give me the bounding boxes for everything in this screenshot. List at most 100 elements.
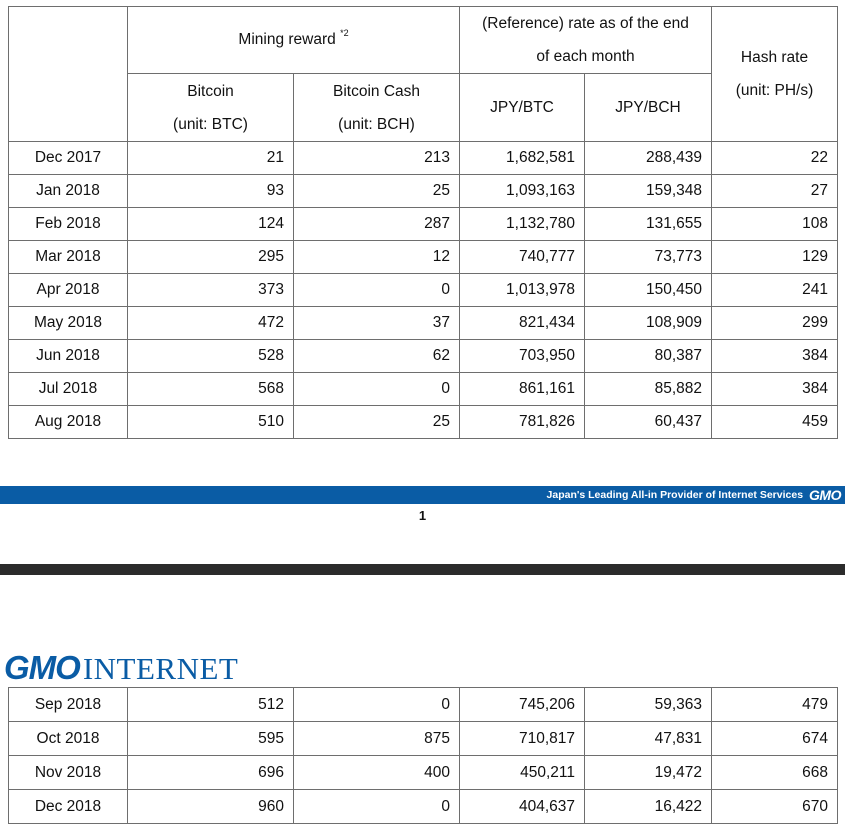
btc-reward-cell: 93 <box>127 174 294 208</box>
bch-reward-cell: 0 <box>293 687 460 722</box>
btc-reward-cell: 373 <box>127 273 294 307</box>
hash-rate-cell: 459 <box>711 405 839 439</box>
mining-reward-label: Mining reward <box>238 31 336 48</box>
bch-reward-cell: 0 <box>293 789 460 824</box>
jpy-btc-cell: 781,826 <box>459 405 585 439</box>
btc-reward-cell: 568 <box>127 372 294 406</box>
jpy-bch-cell: 80,387 <box>583 339 713 373</box>
jpy-btc-cell: 450,211 <box>459 755 585 790</box>
hash-rate-cell: 384 <box>711 339 839 373</box>
btc-reward-cell: 21 <box>127 141 294 175</box>
bitcoin-cash-unit: (unit: BCH) <box>338 115 415 133</box>
jpy-bch-cell: 19,472 <box>584 755 712 790</box>
table-row: Feb 2018 124 287 1,132,780 131,655 108 <box>8 207 839 241</box>
month-cell: Jul 2018 <box>8 372 128 406</box>
btc-reward-cell: 528 <box>127 339 294 373</box>
month-header-cell <box>8 6 128 142</box>
bch-reward-cell: 0 <box>293 372 460 406</box>
jpy-btc-cell: 740,777 <box>459 240 585 274</box>
mining-table-page2: Sep 2018 512 0 745,206 59,363 479 Oct 2018 595 8… <box>8 687 838 824</box>
mining-reward-footnote: *2 <box>340 27 349 38</box>
hash-rate-cell: 129 <box>711 240 839 274</box>
bch-reward-cell: 400 <box>293 755 460 790</box>
month-cell: Jan 2018 <box>8 174 128 208</box>
btc-reward-cell: 510 <box>127 405 294 439</box>
jpy-bch-cell: 60,437 <box>583 405 713 439</box>
month-cell: Mar 2018 <box>8 240 128 274</box>
hash-rate-cell: 299 <box>711 306 839 340</box>
jpy-bch-cell: 85,882 <box>583 372 713 406</box>
rate-header-line1: (Reference) rate as of the end <box>482 15 689 32</box>
logo-gmo: GMO <box>4 649 81 686</box>
hash-rate-cell: 670 <box>711 789 838 824</box>
month-cell: Dec 2017 <box>8 141 128 175</box>
bch-reward-cell: 62 <box>293 339 460 373</box>
jpy-bch-cell: 73,773 <box>583 240 713 274</box>
jpy-bch-cell: 16,422 <box>584 789 712 824</box>
gmo-internet-logo: GMO INTERNET <box>4 649 238 686</box>
logo-internet: INTERNET <box>82 651 239 686</box>
hash-rate-cell: 27 <box>711 174 839 208</box>
mining-reward-header: Mining reward *2 <box>127 6 460 74</box>
table-row: Dec 2017 21 213 1,682,581 288,439 22 <box>8 141 839 175</box>
hash-rate-label: Hash rate <box>740 49 809 66</box>
jpy-btc-cell: 404,637 <box>459 789 585 824</box>
jpy-bch-cell: 159,348 <box>583 174 713 208</box>
bch-reward-cell: 875 <box>293 721 460 756</box>
month-cell: Feb 2018 <box>8 207 128 241</box>
jpy-btc-cell: 710,817 <box>459 721 585 756</box>
mining-table-page1: Mining reward *2 (Reference) rate as of … <box>8 6 839 439</box>
month-cell: Sep 2018 <box>8 687 128 722</box>
jpy-bch-cell: 47,831 <box>584 721 712 756</box>
jpy-bch-cell: 288,439 <box>583 141 713 175</box>
hash-rate-cell: 479 <box>711 687 838 722</box>
table-row: Jan 2018 93 25 1,093,163 159,348 27 <box>8 174 839 208</box>
hash-rate-cell: 22 <box>711 141 839 175</box>
jpy-bch-cell: 150,450 <box>583 273 713 307</box>
hash-rate-cell: 668 <box>711 755 838 790</box>
jpy-btc-cell: 1,013,978 <box>459 273 585 307</box>
hash-rate-unit: (unit: PH/s) <box>735 82 814 99</box>
table-row: Nov 2018 696 400 450,211 19,472 668 <box>8 755 838 790</box>
hash-rate-cell: 108 <box>711 207 839 241</box>
month-cell: Dec 2018 <box>8 789 128 824</box>
footer-tagline-group: Japan's Leading All-in Provider of Inter… <box>546 486 842 504</box>
page-number: 1 <box>418 508 427 523</box>
jpy-btc-cell: 821,434 <box>459 306 585 340</box>
bitcoin-cash-header: Bitcoin Cash (unit: BCH) <box>293 73 460 142</box>
table-row: Mar 2018 295 12 740,777 73,773 129 <box>8 240 839 274</box>
month-cell: May 2018 <box>8 306 128 340</box>
jpy-bch-cell: 131,655 <box>583 207 713 241</box>
jpy-btc-cell: 861,161 <box>459 372 585 406</box>
table-body-page1: Dec 2017 21 213 1,682,581 288,439 22 Jan 2018 9… <box>8 141 839 439</box>
jpy-btc-cell: 1,132,780 <box>459 207 585 241</box>
table-body-page2: Sep 2018 512 0 745,206 59,363 479 Oct 2018 595 8… <box>8 687 838 824</box>
jpy-btc-cell: 1,682,581 <box>459 141 585 175</box>
table-row: Aug 2018 510 25 781,826 60,437 459 <box>8 405 839 439</box>
table-row: Jul 2018 568 0 861,161 85,882 384 <box>8 372 839 406</box>
hash-rate-header: Hash rate (unit: PH/s) <box>711 6 839 142</box>
jpy-bch-header: JPY/BCH <box>583 73 713 142</box>
bitcoin-label: Bitcoin <box>187 82 234 100</box>
btc-reward-cell: 472 <box>127 306 294 340</box>
table-row: Sep 2018 512 0 745,206 59,363 479 <box>8 687 838 722</box>
bch-reward-cell: 25 <box>293 174 460 208</box>
bch-reward-cell: 25 <box>293 405 460 439</box>
rate-header: (Reference) rate as of the end of each m… <box>458 6 713 74</box>
footer-tagline: Japan's Leading All-in Provider of Inter… <box>546 489 804 501</box>
bch-reward-cell: 287 <box>293 207 460 241</box>
jpy-btc-header: JPY/BTC <box>459 73 585 142</box>
btc-reward-cell: 295 <box>127 240 294 274</box>
jpy-btc-cell: 1,093,163 <box>459 174 585 208</box>
table-row: Jun 2018 528 62 703,950 80,387 384 <box>8 339 839 373</box>
bitcoin-unit: (unit: BTC) <box>173 115 248 133</box>
page-separator <box>0 564 845 575</box>
table-row: Oct 2018 595 875 710,817 47,831 674 <box>8 721 838 756</box>
btc-reward-cell: 595 <box>127 721 294 756</box>
btc-reward-cell: 696 <box>127 755 294 790</box>
month-cell: Apr 2018 <box>8 273 128 307</box>
bch-reward-cell: 0 <box>293 273 460 307</box>
hash-rate-cell: 241 <box>711 273 839 307</box>
bitcoin-header: Bitcoin (unit: BTC) <box>127 73 294 142</box>
jpy-btc-cell: 745,206 <box>459 687 585 722</box>
